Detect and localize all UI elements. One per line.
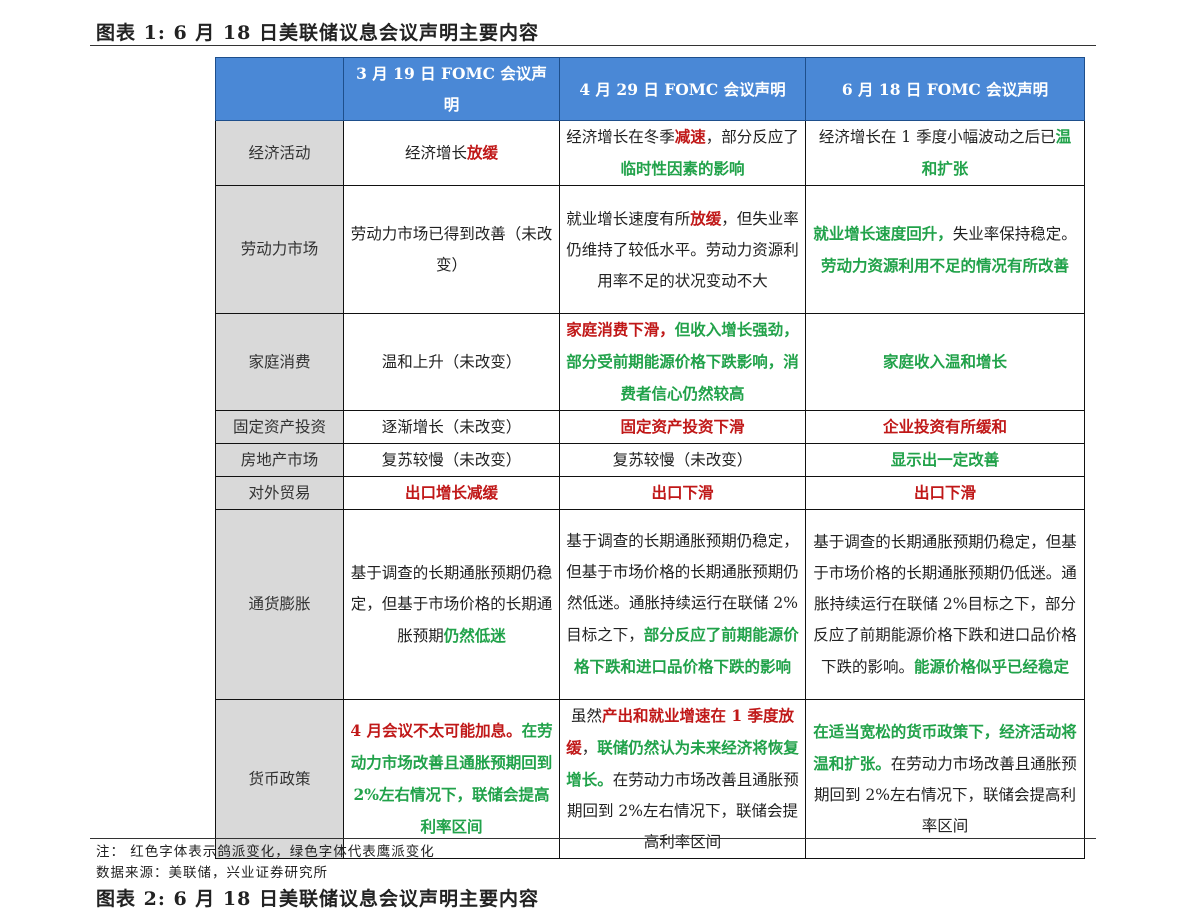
cell-text-segment: ， [581,739,598,757]
table-cell: 出口增长减缓 [343,476,560,510]
cell-text-segment: 4 月会议不太可能加息。 [350,721,522,740]
cell-text-segment: ，部分反应了 [705,128,799,146]
cell-text-segment: 基于调查的长期通胀预期仍稳定，但基于市场价格的长期通胀预期仍低迷。通胀持续运行在… [813,532,1077,676]
row-label: 对外贸易 [215,476,344,510]
cell-text-segment: 联储仍然认为未来经济将恢复增长。 [566,738,799,789]
table-cell: 劳动力市场已得到改善（未改变） [343,185,560,314]
cell-text-segment: 放缓 [690,208,722,228]
header-blank [215,57,344,121]
row-label: 家庭消费 [215,313,344,411]
cell-text-segment: 放缓 [467,143,499,162]
table-cell: 经济增长在 1 季度小幅波动之后已温和扩张 [805,120,1085,186]
table-row: 货币政策 4 月会议不太可能加息。在劳动力市场改善且通胀预期回到 2%左右情况下… [215,699,1085,859]
bottom-rule [90,838,1096,839]
header-june: 6 月 18 日 FOMC 会议声明 [805,57,1085,121]
fomc-statement-table: 3 月 19 日 FOMC 会议声明 4 月 29 日 FOMC 会议声明 6 … [215,57,1085,859]
row-label: 经济活动 [215,120,344,186]
cell-text-segment: 基于调查的长期通胀预期仍稳定，但基于市场价格的长期通胀预期仍然低迷。通胀持续运行… [566,532,799,644]
table-cell: 逐渐增长（未改变） [343,410,560,444]
table-cell: 虽然产出和就业增速在 1 季度放缓，联储仍然认为未来经济将恢复增长。在劳动力市场… [559,699,806,859]
cell-text-segment: 在劳动力市场改善且通胀预期回到 2%左右情况下，联储会提高利率区间 [566,771,799,851]
cell-text-segment: 但收入增长强劲，部分受前期能源价格下跌影响，消费者信心仍然较高 [566,320,799,403]
cell-text-segment: 产出和就业增速在 1 季度放缓 [566,706,795,757]
cell-text-segment: 就业增长速度有所 [566,209,691,228]
row-label: 通货膨胀 [215,509,344,700]
table-cell: 复苏较慢（未改变） [559,443,806,477]
table-cell: 出口下滑 [805,476,1085,510]
cell-text-segment: 部分反应了前期能源价格下跌和进口品价格下跌的影响 [573,625,799,676]
table-header-row: 3 月 19 日 FOMC 会议声明 4 月 29 日 FOMC 会议声明 6 … [215,57,1085,121]
cell-text-segment: 能源价格似乎已经稳定 [914,656,1070,676]
table-cell: 基于调查的长期通胀预期仍稳定，但基于市场价格的长期通胀预期仍然低迷 [343,509,560,700]
cell-text-segment: 显示出一定改善 [890,450,1000,469]
cell-text-segment: 经济增长在 1 季度小幅波动之后已 [818,128,1056,146]
row-label: 固定资产投资 [215,410,344,444]
cell-text-segment: 逐渐增长（未改变） [381,417,522,436]
cell-text-segment: 温和扩张 [921,127,1072,178]
table-cell: 家庭收入温和增长 [805,313,1085,411]
row-label: 劳动力市场 [215,185,344,314]
figure-title: 图表 1: 6 月 18 日美联储议息会议声明主要内容 [96,22,539,44]
data-source-note: 数据来源：美联储，兴业证券研究所 [96,865,328,881]
top-rule [90,45,1096,46]
cell-text-segment: 家庭收入温和增长 [882,352,1007,371]
header-april: 4 月 29 日 FOMC 会议声明 [559,57,806,121]
table-cell: 出口下滑 [559,476,806,510]
cell-text-segment: 固定资产投资下滑 [620,417,745,436]
table-row: 通货膨胀 基于调查的长期通胀预期仍稳定，但基于市场价格的长期通胀预期仍然低迷 基… [215,509,1085,700]
row-label: 房地产市场 [215,443,344,477]
cell-text-segment: 家庭消费下滑， [566,320,675,339]
cell-text-segment: 仍然低迷 [443,625,506,645]
cell-text-segment: 减速 [674,127,706,146]
header-march: 3 月 19 日 FOMC 会议声明 [343,57,560,121]
cell-text-segment: 在劳动力市场改善且通胀预期回到 2%左右情况下，联储会提高利率区间 [350,721,553,836]
table-cell: 基于调查的长期通胀预期仍稳定，但基于市场价格的长期通胀预期仍然低迷。通胀持续运行… [559,509,806,700]
table-row: 劳动力市场 劳动力市场已得到改善（未改变） 就业增长速度有所放缓，但失业率仍维持… [215,185,1085,314]
cell-text-segment: 出口下滑 [913,483,976,502]
table-cell: 复苏较慢（未改变） [343,443,560,477]
cell-text-segment: 劳动力资源利用不足的情况有所改善 [820,255,1069,275]
table-cell: 4 月会议不太可能加息。在劳动力市场改善且通胀预期回到 2%左右情况下，联储会提… [343,699,560,859]
next-figure-title: 图表 2: 6 月 18 日美联储议息会议声明主要内容 [96,888,539,910]
cell-text-segment: 就业增长速度回升， [813,223,953,243]
cell-text-segment: 经济增长 [404,144,467,162]
cell-text-segment: 复苏较慢（未改变） [612,450,753,469]
cell-text-segment: 虽然 [570,707,602,725]
cell-text-segment: 在劳动力市场改善且通胀预期回到 2%左右情况下，联储会提高利率区间 [813,755,1077,835]
cell-text-segment: 劳动力市场已得到改善（未改变） [350,224,553,274]
cell-text-segment: 在适当宽松的货币政策下，经济活动将温和扩张。 [813,722,1077,773]
table-row: 固定资产投资 逐渐增长（未改变） 固定资产投资下滑 企业投资有所缓和 [215,410,1085,444]
cell-text-segment: 失业率保持稳定。 [952,224,1077,243]
cell-text-segment: 出口下滑 [651,483,714,502]
table-cell: 家庭消费下滑，但收入增长强劲，部分受前期能源价格下跌影响，消费者信心仍然较高 [559,313,806,411]
table-cell: 固定资产投资下滑 [559,410,806,444]
row-label: 货币政策 [215,699,344,859]
table-row: 房地产市场 复苏较慢（未改变） 复苏较慢（未改变） 显示出一定改善 [215,443,1085,477]
cell-text-segment: 经济增长在冬季 [566,128,675,146]
cell-text-segment: 温和上升（未改变） [381,352,522,371]
table-cell: 经济增长放缓 [343,120,560,186]
cell-text-segment: 企业投资有所缓和 [882,417,1007,436]
table-cell: 就业增长速度有所放缓，但失业率仍维持了较低水平。劳动力资源利用率不足的状况变动不… [559,185,806,314]
table-row: 经济活动 经济增长放缓 经济增长在冬季减速，部分反应了临时性因素的影响 经济增长… [215,120,1085,186]
table-cell: 在适当宽松的货币政策下，经济活动将温和扩张。在劳动力市场改善且通胀预期回到 2%… [805,699,1085,859]
table-cell: 显示出一定改善 [805,443,1085,477]
color-legend-note: 注： 红色字体表示鸽派变化，绿色字体代表鹰派变化 [96,844,435,860]
cell-text-segment: 基于调查的长期通胀预期仍稳定，但基于市场价格的长期通胀预期 [350,563,553,645]
cell-text-segment: 出口增长减缓 [404,483,498,502]
table-cell: 企业投资有所缓和 [805,410,1085,444]
table-cell: 经济增长在冬季减速，部分反应了临时性因素的影响 [559,120,806,186]
table-cell: 温和上升（未改变） [343,313,560,411]
table-row: 家庭消费 温和上升（未改变） 家庭消费下滑，但收入增长强劲，部分受前期能源价格下… [215,313,1085,411]
cell-text-segment: ，但失业率仍维持了较低水平。劳动力资源利用率不足的状况变动不大 [566,209,799,290]
cell-text-segment: 临时性因素的影响 [620,159,745,178]
cell-text-segment: 复苏较慢（未改变） [381,450,522,469]
table-row: 对外贸易 出口增长减缓 出口下滑 出口下滑 [215,476,1085,510]
table-cell: 就业增长速度回升，失业率保持稳定。劳动力资源利用不足的情况有所改善 [805,185,1085,314]
table-cell: 基于调查的长期通胀预期仍稳定，但基于市场价格的长期通胀预期仍低迷。通胀持续运行在… [805,509,1085,700]
